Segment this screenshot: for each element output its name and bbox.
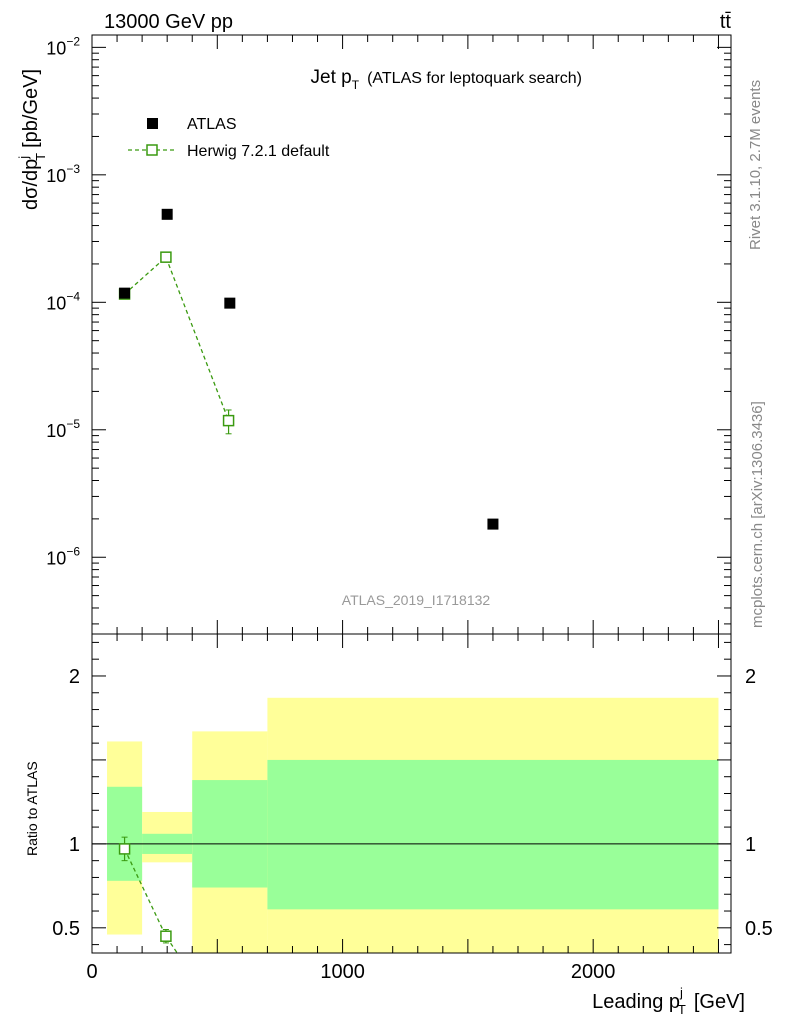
main-ytick-base: 10 [46,166,66,186]
process-label: tt̄ [720,11,732,33]
plot-title: Jet pT (ATLAS for leptoquark search) [311,67,582,92]
legend: ATLAS Herwig 7.2.1 default [128,116,330,160]
ratio-xtick-label-2: 2000 [571,961,616,983]
main-ytick-exp: −2 [66,34,80,48]
ratio-xtick-label-1: 1000 [320,961,365,983]
main-ytick-base: 10 [46,38,66,58]
ratio-herwig-point [118,843,131,855]
main-ylabel-sub: T [33,153,48,161]
energy-label: 13000 GeV pp [104,11,233,33]
band-inner-0 [107,786,143,881]
ratio-series [118,836,178,954]
xlabel-units: [GeV] [694,991,745,1013]
ratio-axis-ticks: 0 1000 2000 0.5 0.5 1 1 2 2 [52,634,773,983]
main-ytick-exp: −5 [66,417,80,431]
xlabel-sup: j [679,985,683,1000]
main-ytick-exp: −6 [66,544,80,558]
main-ytick-label-2: 10−4 [46,289,80,313]
main-ytick-label-0: 10−2 [46,34,80,58]
atlas-point [224,297,236,309]
legend-atlas-label: ATLAS [187,116,237,133]
main-ytick-label-4: 10−6 [46,544,80,568]
main-ytick-exp: −4 [66,289,80,303]
ratio-ytick-label-right-2: 2 [745,666,756,688]
main-ytick-exp: −3 [66,162,80,176]
main-ytick-base: 10 [46,293,66,313]
xlabel-main: Leading p [592,991,680,1013]
legend-atlas-marker [147,118,158,129]
atlas-point [161,208,173,220]
main-ylabel-sup: j [16,156,31,160]
ratio-uncertainty-bands [107,697,719,953]
atlas-point [487,518,499,530]
ratio-ytick-label-left-0: 0.5 [52,918,80,940]
title-rest: (ATLAS for leptoquark search) [367,70,582,87]
band-inner-2 [192,780,268,888]
ratio-ylabel: Ratio to ATLAS [24,761,40,856]
ratio-herwig-point [160,930,172,942]
ratio-ytick-label-right-0: 0.5 [745,918,773,940]
ratio-xtick-label-0: 0 [86,961,97,983]
ratio-ytick-label-right-1: 1 [745,834,756,856]
analysis-watermark: ATLAS_2019_I1718132 [342,592,491,608]
ratio-ytick-label-left-2: 2 [69,666,80,688]
atlas-point [119,287,131,299]
herwig-point [160,251,172,263]
main-ylabel-units: [pb/GeV] [20,69,42,148]
herwig-line [124,256,230,421]
xlabel: Leading pj T [GeV] [592,985,745,1017]
main-ylabel-main: dσ/dp [20,159,42,210]
legend-herwig-marker [146,144,158,156]
herwig-point [222,414,235,427]
band-inner-3 [267,759,719,910]
main-axis-ticks: 10−210−310−410−510−6 [46,34,731,634]
legend-herwig-label: Herwig 7.2.1 default [187,143,330,160]
main-ytick-label-1: 10−3 [46,162,80,186]
xlabel-sub: T [678,1002,686,1017]
main-ytick-label-3: 10−5 [46,417,80,441]
main-ytick-base: 10 [46,548,66,568]
main-ylabel: dσ/dpj T [pb/GeV] [16,69,48,210]
title-main: Jet p [311,67,352,88]
ratio-ytick-label-left-1: 1 [69,834,80,856]
main-ytick-base: 10 [46,421,66,441]
rivet-label: Rivet 3.1.10, 2.7M events [747,80,764,250]
main-series [118,208,499,530]
mcplots-label: mcplots.cern.ch [arXiv:1306.3436] [749,401,766,628]
title-sub: T [352,78,360,92]
